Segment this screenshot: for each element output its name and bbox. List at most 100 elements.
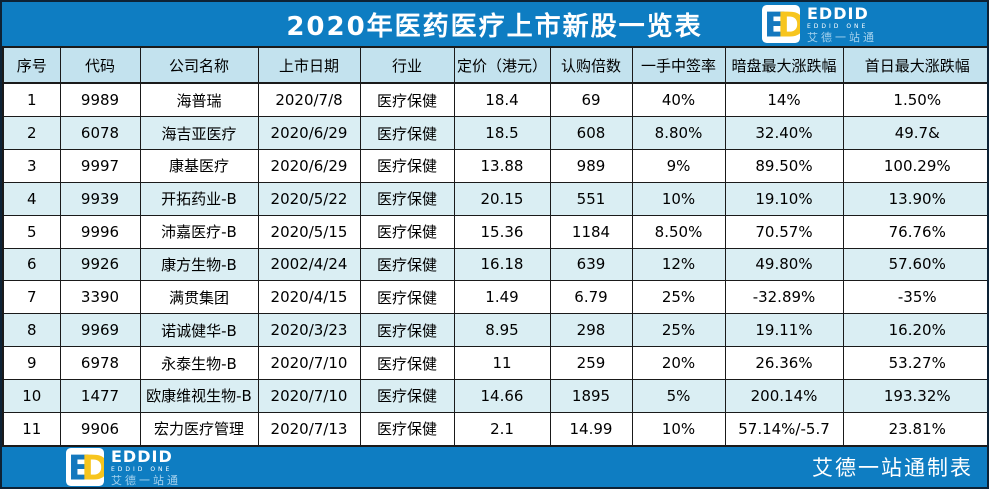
table-cell: 9%	[631, 148, 726, 183]
table-cell: 200.14%	[724, 378, 844, 413]
table-cell: 9939	[59, 181, 141, 216]
table-row: 3 9997 康基医疗 2020/6/29 医疗保健 13.88 989 9% 89.50% 10…	[2, 148, 987, 183]
table-cell: 6078	[59, 116, 141, 150]
table-cell: 20%	[631, 346, 726, 380]
table-cell: 5%	[631, 378, 726, 413]
table-cell: 宏力医疗管理	[139, 411, 259, 447]
table-cell: 8.80%	[631, 116, 726, 150]
column-header: 定价（港元）	[453, 46, 551, 84]
table-cell: 医疗保健	[359, 82, 455, 118]
table-cell: 8	[2, 313, 61, 348]
page-title: 2020年医药医疗上市新股一览表	[286, 11, 703, 42]
table-row: 5 9996 沛嘉医疗-B 2020/5/15 医疗保健 15.36 1184 8.50% 70…	[2, 214, 987, 249]
table-cell: 18.5	[453, 116, 551, 150]
table-cell: 259	[549, 346, 633, 380]
table-header-row: 序号 代码 公司名称 上市日期 行业 定价（港元） 认购倍数 一手中签率 暗盘最大涨跌幅 首日最大…	[2, 46, 987, 84]
table-cell: 2020/7/13	[257, 411, 361, 447]
table-cell: 25%	[631, 313, 726, 348]
table-row: 8 9969 诺诚健华-B 2020/3/23 医疗保健 8.95 298 25% 19.11%…	[2, 313, 987, 348]
table-cell: 医疗保健	[359, 181, 455, 216]
table-cell: 49.7&	[842, 116, 987, 150]
table-cell: 2002/4/24	[257, 247, 361, 282]
table-cell: 1477	[59, 378, 141, 413]
table-cell: 193.32%	[842, 378, 987, 413]
table-cell: 9997	[59, 148, 141, 183]
brand-block-top: E D EDDID EDDID ONE 艾德一站通	[762, 5, 877, 43]
column-header: 上市日期	[257, 46, 361, 84]
table-cell: 1184	[549, 214, 633, 249]
table-container: 序号 代码 公司名称 上市日期 行业 定价（港元） 认购倍数 一手中签率 暗盘最大涨跌幅 首日最大…	[2, 46, 987, 447]
table-cell: 9926	[59, 247, 141, 282]
table-cell: 2020/5/22	[257, 181, 361, 216]
table-cell: 16.18	[453, 247, 551, 282]
brand-block-bottom: E D EDDID EDDID ONE 艾德一站通	[66, 448, 181, 486]
table-cell: 6978	[59, 346, 141, 380]
brand-cn-name: 艾德一站通	[807, 30, 877, 44]
table-cell: -32.89%	[724, 280, 844, 315]
column-header: 暗盘最大涨跌幅	[724, 46, 844, 84]
credit-text: 艾德一站通制表	[812, 456, 973, 480]
table-cell: 3	[2, 148, 61, 183]
table-cell: 海吉亚医疗	[139, 116, 259, 150]
table-cell: 2020/6/29	[257, 148, 361, 183]
table-cell: 医疗保健	[359, 280, 455, 315]
table-cell: 医疗保健	[359, 116, 455, 150]
table-row: 4 9939 开拓药业-B 2020/5/22 医疗保健 20.15 551 10% 19.10…	[2, 181, 987, 216]
table-cell: 10%	[631, 181, 726, 216]
table-cell: 康方生物-B	[139, 247, 259, 282]
table-cell: 1.50%	[842, 82, 987, 118]
table-cell: 医疗保健	[359, 313, 455, 348]
table-row: 6 9926 康方生物-B 2002/4/24 医疗保健 16.18 639 12% 49.80…	[2, 247, 987, 282]
column-header: 认购倍数	[549, 46, 633, 84]
svg-text:D: D	[81, 448, 104, 486]
column-header: 首日最大涨跌幅	[842, 46, 987, 84]
table-cell: 10	[2, 378, 61, 413]
eddid-logo-icon: E D	[762, 5, 800, 43]
table-cell: 7	[2, 280, 61, 315]
table-cell: 医疗保健	[359, 346, 455, 380]
table-cell: 298	[549, 313, 633, 348]
table-cell: 19.11%	[724, 313, 844, 348]
table-cell: 11	[2, 411, 61, 447]
table-cell: 诺诚健华-B	[139, 313, 259, 348]
column-header: 行业	[359, 46, 455, 84]
table-cell: 2020/7/8	[257, 82, 361, 118]
table-cell: 608	[549, 116, 633, 150]
table-cell: 2	[2, 116, 61, 150]
column-header: 序号	[2, 46, 61, 84]
table-row: 10 1477 欧康维视生物-B 2020/7/10 医疗保健 14.66 1895 5% 20…	[2, 378, 987, 413]
table-cell: 14%	[724, 82, 844, 118]
svg-text:E: E	[764, 5, 787, 43]
table-cell: 49.80%	[724, 247, 844, 282]
brand-cn-name: 艾德一站通	[111, 473, 181, 487]
table-cell: 89.50%	[724, 148, 844, 183]
table-cell: 23.81%	[842, 411, 987, 447]
column-header: 代码	[59, 46, 141, 84]
brand-tagline: EDDID ONE	[111, 465, 173, 473]
brand-name: EDDID	[807, 3, 869, 23]
table-cell: 医疗保健	[359, 247, 455, 282]
table-cell: 9996	[59, 214, 141, 249]
table-cell: 欧康维视生物-B	[139, 378, 259, 413]
table-cell: 5	[2, 214, 61, 249]
svg-text:E: E	[68, 448, 91, 486]
table-cell: 551	[549, 181, 633, 216]
table-cell: 4	[2, 181, 61, 216]
table-cell: 69	[549, 82, 633, 118]
table-cell: 2020/7/10	[257, 346, 361, 380]
table-cell: 6.79	[549, 280, 633, 315]
table-cell: 14.66	[453, 378, 551, 413]
table-cell: 16.20%	[842, 313, 987, 348]
table-cell: 639	[549, 247, 633, 282]
table-cell: 13.88	[453, 148, 551, 183]
brand-text: EDDID EDDID ONE 艾德一站通	[111, 448, 181, 487]
table-cell: 57.14%/-5.7	[724, 411, 844, 447]
table-cell: 11	[453, 346, 551, 380]
table-cell: 医疗保健	[359, 411, 455, 447]
column-header: 公司名称	[139, 46, 259, 84]
table-cell: 3390	[59, 280, 141, 315]
table-cell: 海普瑞	[139, 82, 259, 118]
table-body: 1 9989 海普瑞 2020/7/8 医疗保健 18.4 69 40% 14% 1.50% 2 60…	[2, 82, 987, 447]
table-cell: 70.57%	[724, 214, 844, 249]
table-cell: 76.76%	[842, 214, 987, 249]
